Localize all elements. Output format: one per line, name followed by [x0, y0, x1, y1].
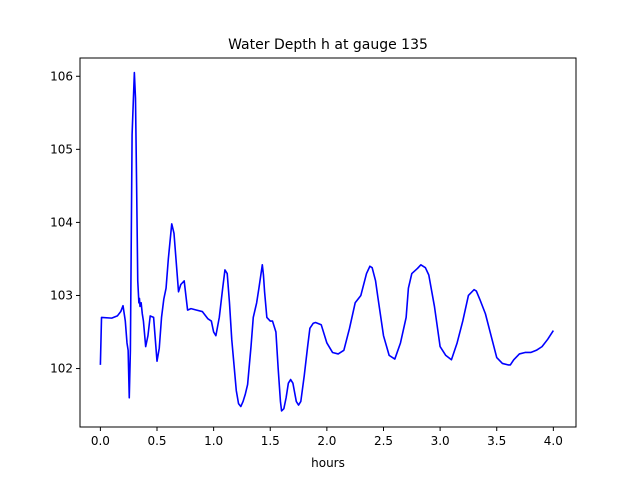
y-tick-label: 105 — [50, 142, 73, 156]
y-tick-label: 104 — [50, 215, 73, 229]
y-axis-ticks: 102 103 104 105 106 — [50, 69, 80, 376]
y-tick-label: 102 — [50, 362, 73, 376]
x-tick-label: 0.5 — [147, 434, 166, 448]
x-axis-label: hours — [311, 456, 345, 470]
series-line-0 — [99, 71, 555, 412]
x-tick-label: 2.0 — [317, 434, 336, 448]
x-tick-label: 2.5 — [374, 434, 393, 448]
x-axis-ticks: 0.0 0.5 1.0 1.5 2.0 2.5 3.0 3.5 4.0 — [91, 427, 563, 448]
x-tick-label: 1.0 — [204, 434, 223, 448]
axes-frame — [79, 57, 577, 428]
y-tick-label: 106 — [50, 69, 73, 83]
chart-title: Water Depth h at gauge 135 — [228, 37, 428, 53]
y-tick-label: 103 — [50, 288, 73, 302]
plot-area — [99, 71, 555, 412]
x-tick-label: 0.0 — [91, 434, 110, 448]
x-tick-label: 3.0 — [431, 434, 450, 448]
x-tick-label: 4.0 — [544, 434, 563, 448]
x-tick-label: 1.5 — [261, 434, 280, 448]
x-tick-label: 3.5 — [487, 434, 506, 448]
